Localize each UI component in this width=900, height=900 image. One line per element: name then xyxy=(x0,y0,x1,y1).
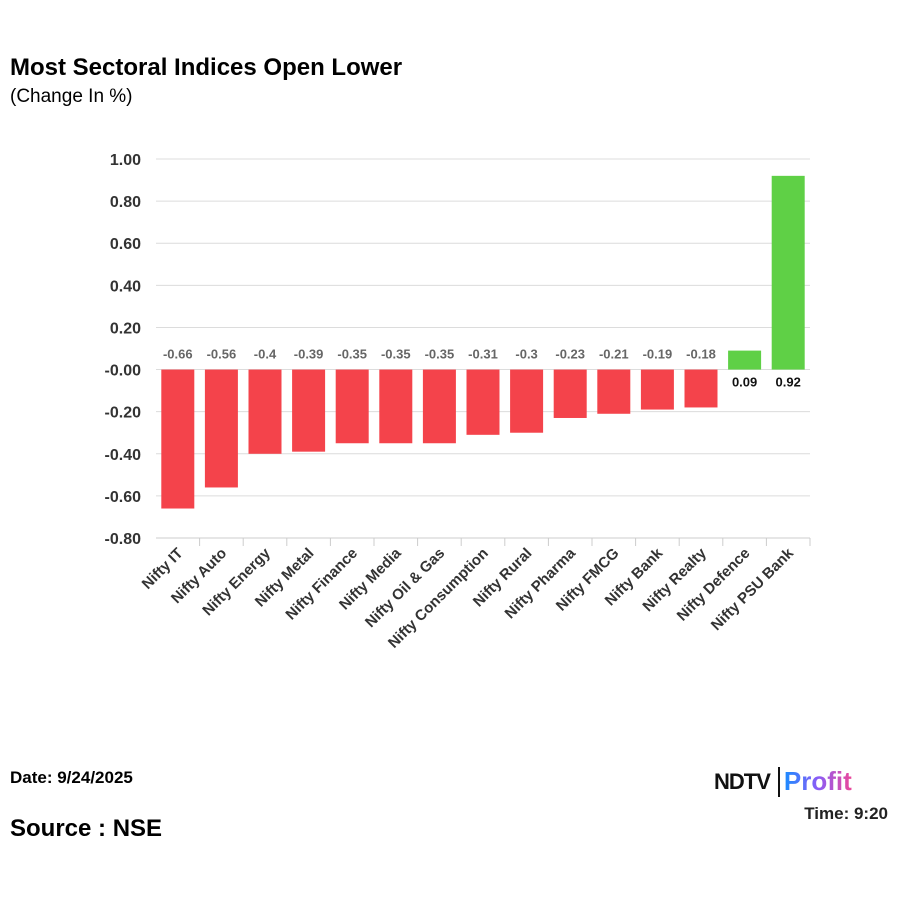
date-label: Date: 9/24/2025 xyxy=(10,768,133,787)
data-label: -0.3 xyxy=(515,347,537,362)
data-label: -0.66 xyxy=(163,347,193,362)
data-label: -0.31 xyxy=(468,347,498,362)
data-label: -0.56 xyxy=(207,347,237,362)
data-label: -0.18 xyxy=(686,347,716,362)
x-tick-label: Nifty PSU Bank xyxy=(708,544,798,634)
data-label: 0.92 xyxy=(776,375,801,390)
data-label: -0.21 xyxy=(599,347,629,362)
bar xyxy=(684,369,718,408)
logo-divider xyxy=(777,766,780,797)
data-label: -0.35 xyxy=(381,347,411,362)
bar xyxy=(553,369,587,418)
chart-subtitle: (Change In %) xyxy=(10,86,133,107)
bar xyxy=(248,369,282,454)
y-tick-label: 0.20 xyxy=(110,320,141,337)
bar xyxy=(466,369,500,435)
bar xyxy=(335,369,369,444)
data-label: -0.23 xyxy=(555,347,585,362)
y-tick-label: 1.00 xyxy=(110,152,141,169)
y-tick-label: -0.40 xyxy=(105,447,142,464)
logo-profit: Profit xyxy=(783,766,852,796)
data-label: -0.35 xyxy=(337,347,367,362)
y-tick-label: 0.60 xyxy=(110,236,141,253)
bar xyxy=(640,369,674,410)
bar xyxy=(161,369,195,509)
bar xyxy=(510,369,544,433)
ndtv-profit-logo: NDTV Profit xyxy=(714,766,852,797)
data-label: -0.35 xyxy=(425,347,455,362)
logo-ndtv: NDTV xyxy=(714,768,771,794)
y-tick-label: 0.80 xyxy=(110,194,141,211)
bar xyxy=(204,369,238,488)
y-tick-label: -0.00 xyxy=(105,363,142,380)
bar xyxy=(597,369,631,414)
bar xyxy=(422,369,456,444)
time-label: Time: 9:20 xyxy=(804,804,888,823)
bar xyxy=(292,369,326,452)
data-label: -0.4 xyxy=(254,347,277,362)
data-label: -0.19 xyxy=(643,347,673,362)
bar xyxy=(728,350,762,370)
data-label: -0.39 xyxy=(294,347,324,362)
y-tick-label: -0.80 xyxy=(105,531,142,548)
data-label: 0.09 xyxy=(732,375,757,390)
y-tick-label: 0.40 xyxy=(110,278,141,295)
source-label: Source : NSE xyxy=(10,815,163,842)
chart-title: Most Sectoral Indices Open Lower xyxy=(10,54,403,81)
bar xyxy=(771,175,805,370)
bar xyxy=(379,369,413,444)
y-tick-label: -0.60 xyxy=(105,489,142,506)
y-tick-label: -0.20 xyxy=(105,405,142,422)
